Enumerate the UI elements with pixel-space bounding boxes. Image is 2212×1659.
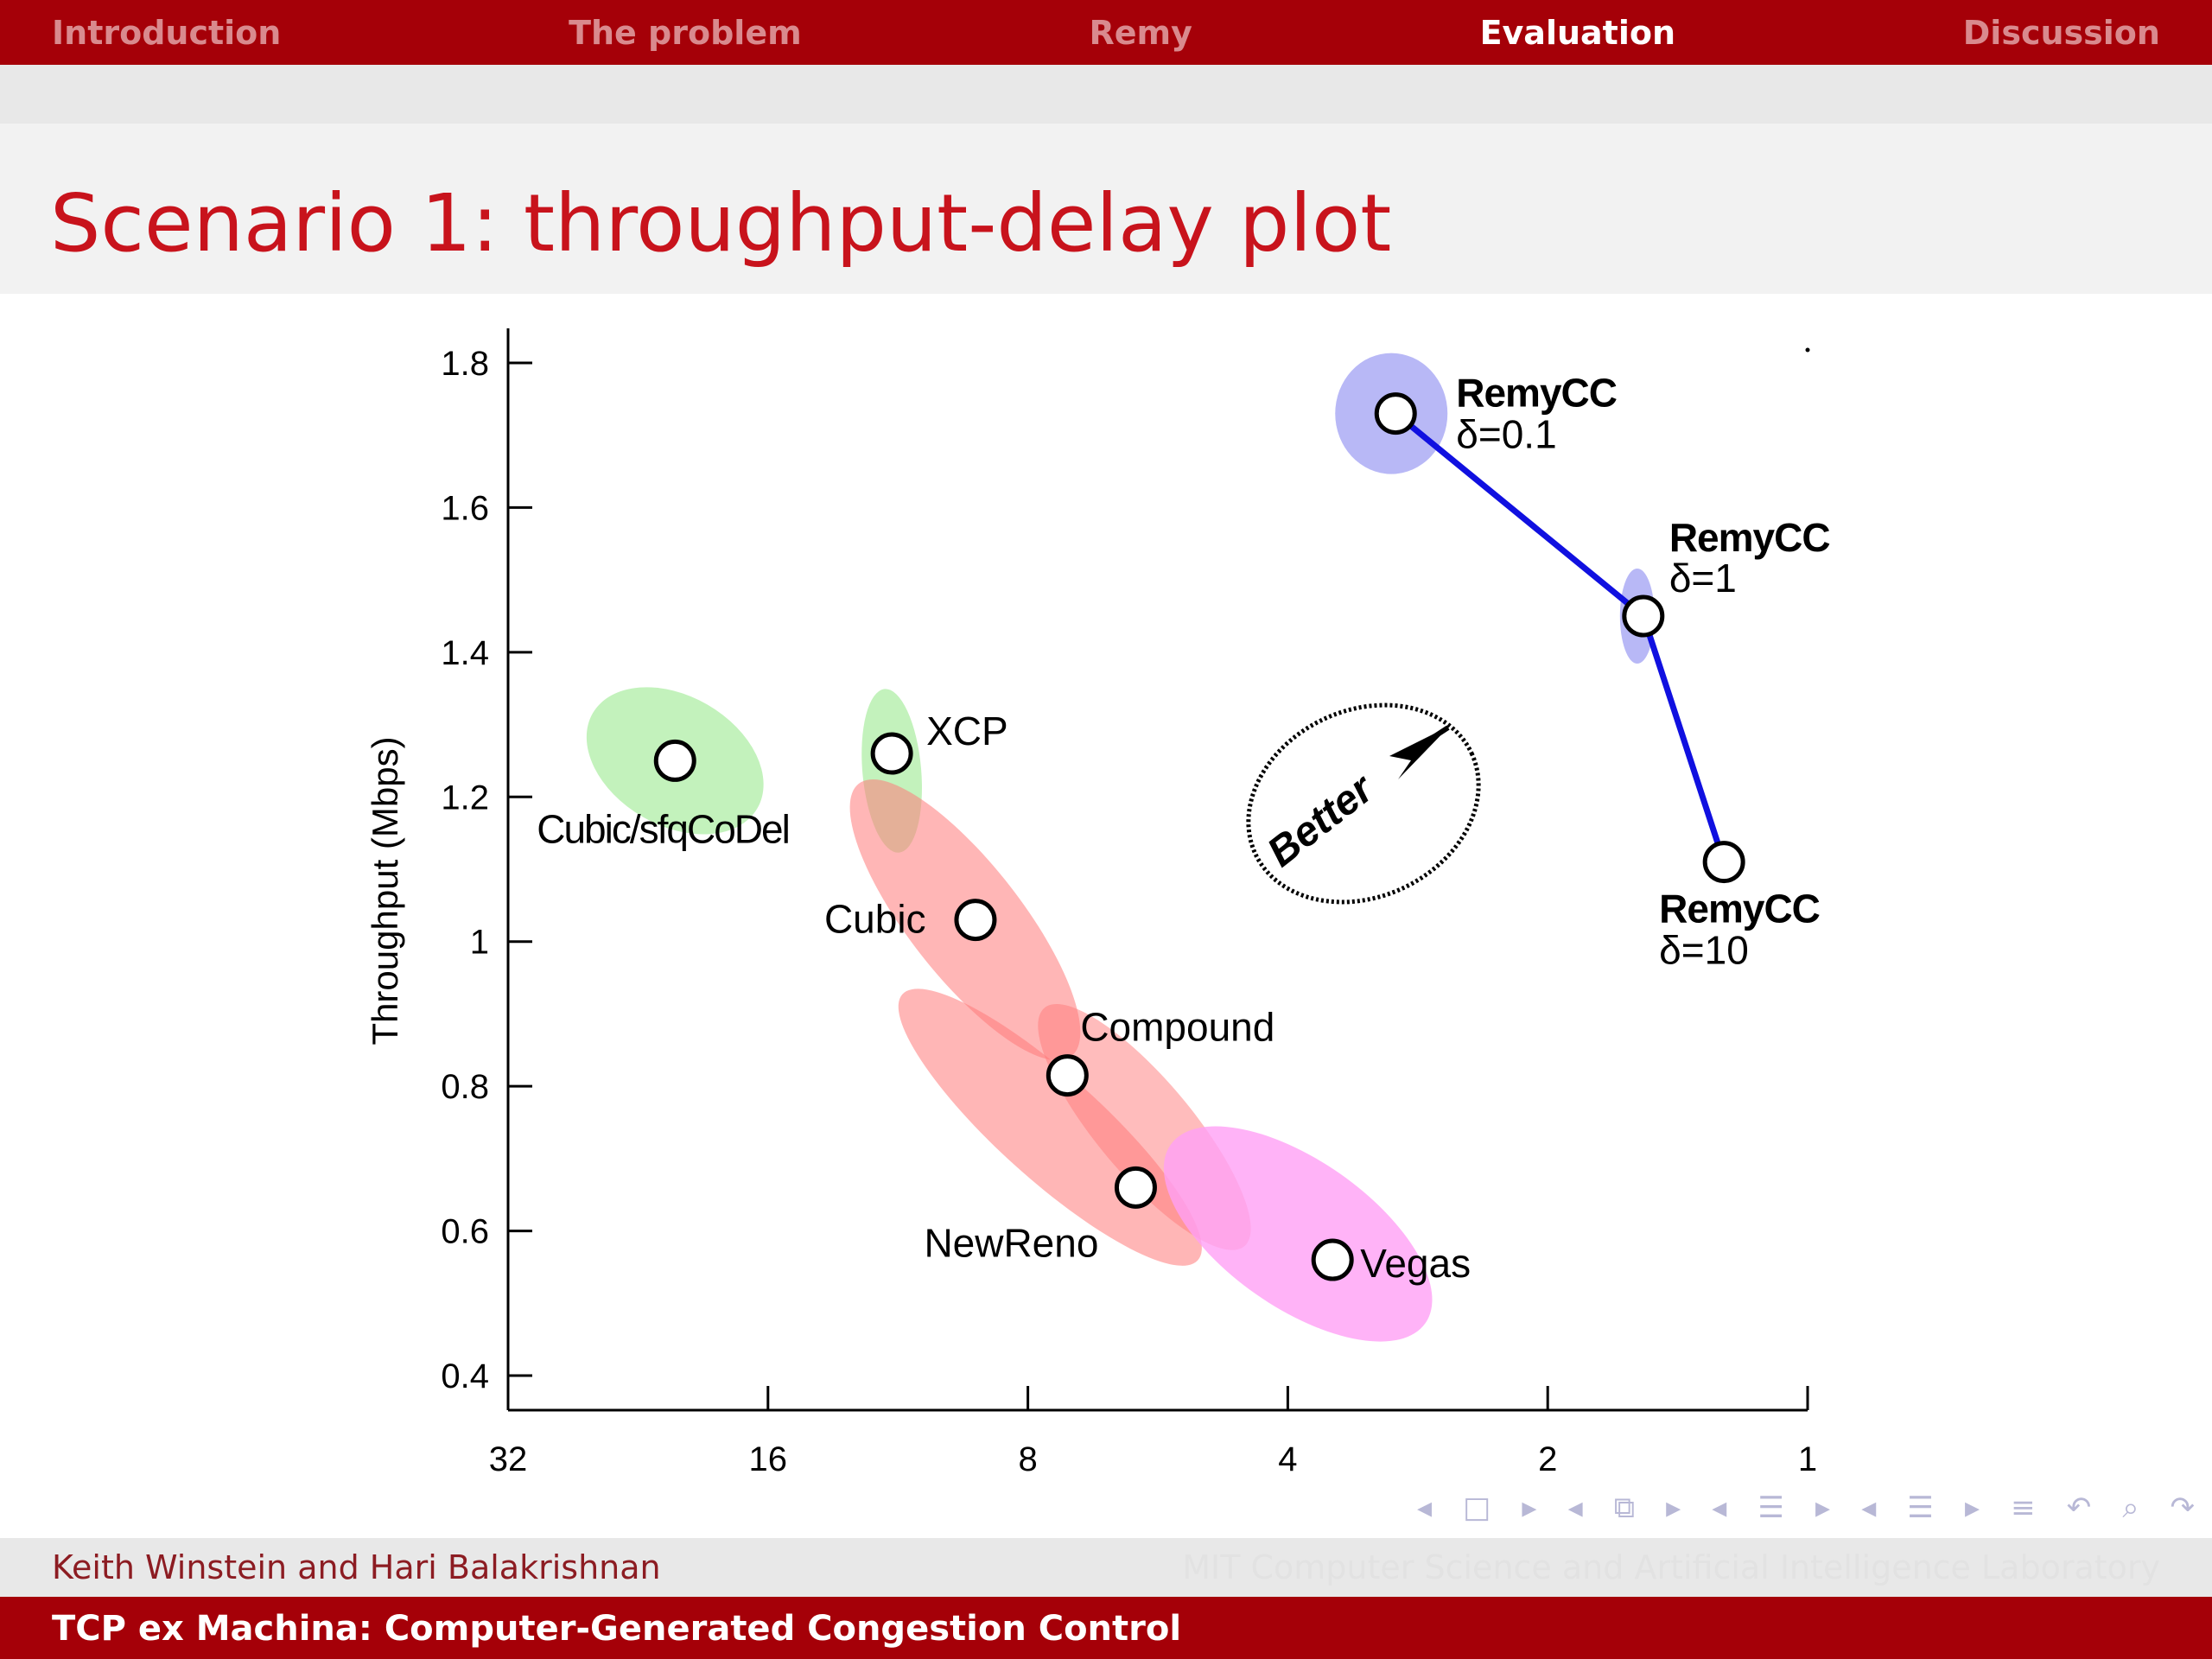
nav-item-evaluation[interactable]: Evaluation [1479,13,1676,52]
better-ellipse [1246,702,1481,905]
data-point [954,899,997,942]
label-newreno: NewReno [924,1220,1098,1265]
data-point [1702,841,1745,884]
y-tick-label: 1.4 [441,634,489,672]
y-tick-label: 1.2 [441,779,489,817]
y-tick-label: 0.4 [441,1357,489,1395]
y-tick-label: 1.8 [441,345,489,383]
throughput-delay-chart: 0.40.60.811.21.41.61.832168421Queueing d… [365,328,1831,1478]
subsection-next-icon[interactable]: ▸ [1666,1491,1681,1525]
better-arrow-shaft [1409,725,1450,754]
variance-ellipses [586,353,1655,1342]
presentation-next-icon[interactable]: ▸ [1964,1491,1980,1525]
corner-dot [1805,347,1810,353]
search-icon[interactable]: ⌕ [2122,1491,2139,1525]
nav-item-problem[interactable]: The problem [569,13,802,52]
data-point [870,732,913,775]
point-labels: Cubic/sfqCoDel XCP Cubic Compound NewReno Veg… [537,371,1830,1286]
beamer-navigation: ◂ □ ▸ ◂ ⧉ ▸ ◂ ☰ ▸ ◂ ☰ ▸ ≡ ↶ ⌕ ↷ [1417,1486,2195,1529]
data-point [1046,1054,1089,1097]
data-point [1114,1166,1157,1209]
remy-connect-line [1394,410,1727,863]
section-icon[interactable]: ☰ [1758,1491,1784,1525]
label-compound: Compound [1080,1005,1274,1050]
label-xcp: XCP [926,709,1008,753]
footer-talk-title: TCP ex Machina: Computer-Generated Conge… [52,1609,1182,1649]
subsection-prev-icon[interactable]: ◂ [1567,1491,1583,1525]
footer-authors-bar: Keith Winstein and Hari Balakrishnan MIT… [0,1538,2212,1597]
presentation-icon[interactable]: ☰ [1907,1491,1934,1525]
nav-item-introduction[interactable]: Introduction [52,13,282,52]
y-tick-label: 1 [470,924,489,962]
top-navigation: Introduction The problem Remy Evaluation… [0,0,2212,65]
frame-prev-icon[interactable]: ◂ [1417,1491,1433,1525]
data-point [653,739,696,782]
data-points [653,392,1745,1281]
chart-axes: 0.40.60.811.21.41.61.832168421Queueing d… [365,328,1817,1478]
footer-authors: Keith Winstein and Hari Balakrishnan [52,1548,661,1586]
label-cubic-sfqcodel: Cubic/sfqCoDel [537,806,789,851]
section-prev-icon[interactable]: ◂ [1712,1491,1727,1525]
label-remy-1-delta: δ=1 [1669,556,1737,601]
label-remy-01: RemyCC [1456,371,1617,416]
x-tick-label: 4 [1278,1440,1297,1478]
label-remy-10-delta: δ=10 [1659,928,1749,973]
better-annotation: Better [1246,702,1481,905]
y-tick-label: 0.8 [441,1068,489,1106]
data-point [1374,392,1417,435]
presentation-prev-icon[interactable]: ◂ [1861,1491,1877,1525]
remy-line [1394,410,1727,863]
nav-item-discussion[interactable]: Discussion [1962,13,2160,52]
data-point [1311,1238,1354,1281]
data-point [1622,594,1665,638]
y-tick-label: 1.6 [441,489,489,527]
x-tick-label: 2 [1538,1440,1557,1478]
footer-institution: MIT Computer Science and Artificial Inte… [1182,1548,2160,1586]
section-next-icon[interactable]: ▸ [1815,1491,1831,1525]
outline-icon[interactable]: ≡ [2011,1491,2036,1525]
label-remy-01-delta: δ=0.1 [1456,412,1556,457]
frame-next-icon[interactable]: ▸ [1522,1491,1537,1525]
forward-icon[interactable]: ↷ [2170,1491,2195,1525]
x-tick-label: 1 [1798,1440,1817,1478]
slide-title: Scenario 1: throughput-delay plot [50,177,1392,270]
subsection-icon[interactable]: ⧉ [1613,1491,1636,1525]
label-vegas: Vegas [1360,1241,1471,1286]
label-cubic: Cubic [824,897,926,942]
back-icon[interactable]: ↶ [2066,1491,2092,1525]
frame-icon[interactable]: □ [1463,1491,1491,1525]
y-axis-label: Throughput (Mbps) [365,736,405,1045]
better-text: Better [1259,765,1383,876]
title-bar: Scenario 1: throughput-delay plot [0,124,2212,294]
label-remy-1: RemyCC [1669,515,1830,560]
vegas-ellipse [1163,1126,1433,1342]
nav-item-remy[interactable]: Remy [1089,13,1192,52]
subsection-band [0,65,2212,124]
y-tick-label: 0.6 [441,1213,489,1251]
label-remy-10: RemyCC [1659,887,1820,931]
x-tick-label: 8 [1018,1440,1037,1478]
footer-title-bar: TCP ex Machina: Computer-Generated Conge… [0,1597,2212,1659]
x-tick-label: 32 [489,1440,528,1478]
x-tick-label: 16 [749,1440,788,1478]
